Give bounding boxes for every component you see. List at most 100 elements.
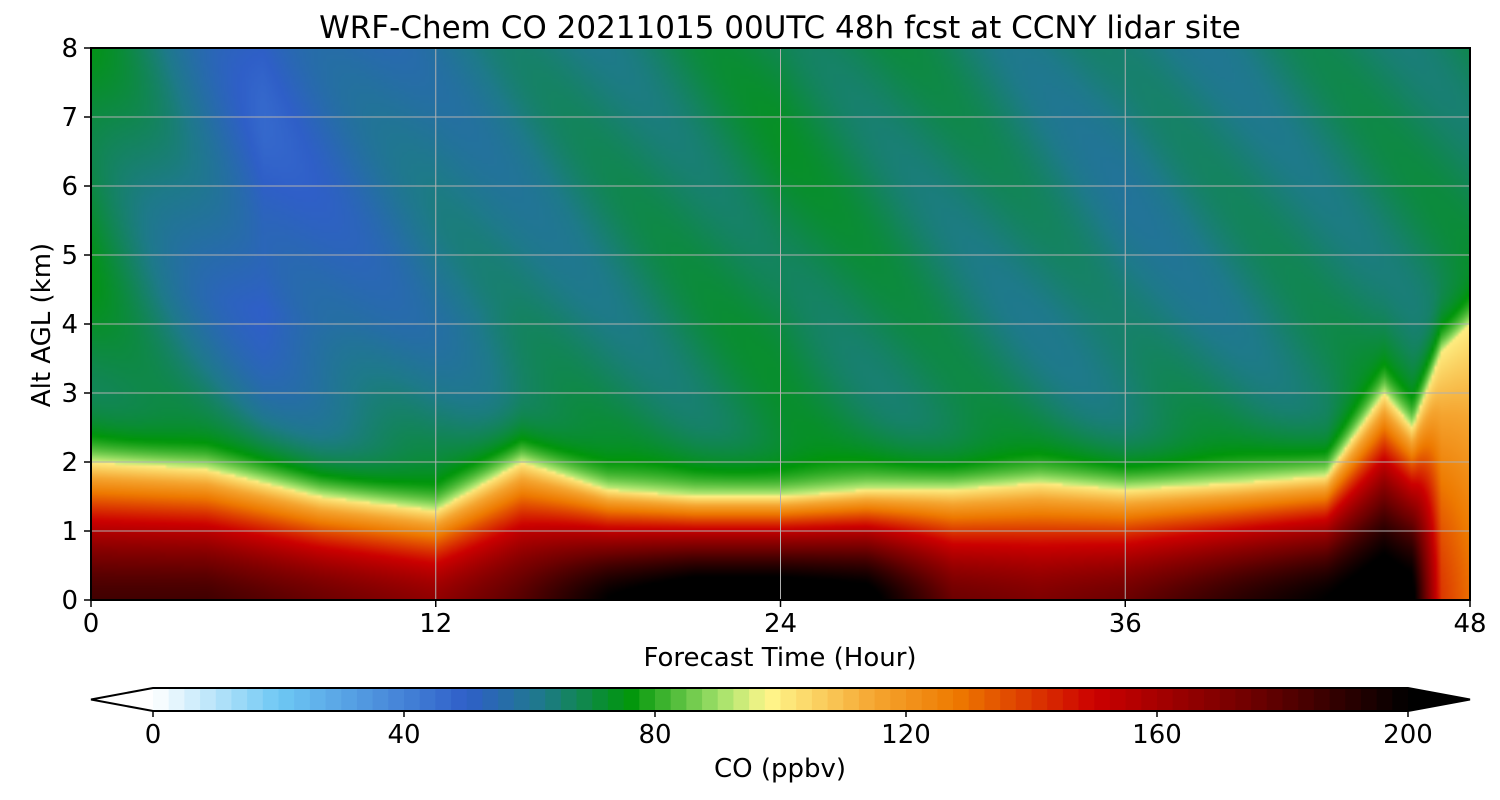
colorbar-segment [1219, 688, 1237, 711]
colorbar-segment [1109, 688, 1127, 711]
colorbar-segment [921, 688, 938, 711]
colorbar-segment [419, 688, 436, 711]
colorbar-segment [1000, 688, 1017, 711]
colorbar-segment [655, 688, 672, 711]
colorbar-segment [404, 688, 421, 711]
colorbar [90, 687, 1471, 712]
colorbar-segment [1094, 688, 1111, 711]
colorbar-segment [1015, 688, 1033, 711]
colorbar-segment [372, 688, 389, 711]
colorbar-label: CO (ppbv) [714, 754, 846, 784]
colorbar-segment [733, 688, 750, 711]
colorbar-segment [388, 688, 405, 711]
colorbar-segment [262, 688, 280, 711]
colorbar-segment [513, 688, 531, 711]
colorbar-segment [858, 688, 876, 711]
colorbar-segment [200, 688, 217, 711]
x-axis-label: Forecast Time (Hour) [643, 643, 916, 673]
colorbar-segment [639, 688, 656, 711]
x-axis: 0 12 24 36 48 [83, 600, 1487, 639]
colorbar-segment [1062, 688, 1080, 711]
colorbar-segment [1141, 688, 1158, 711]
colorbar-segment [717, 688, 735, 711]
y-tick-label: 1 [61, 517, 78, 547]
colorbar-tick-label: 0 [145, 720, 162, 750]
colorbar-segment [309, 688, 327, 711]
y-tick-label: 5 [61, 241, 78, 271]
colorbar-segment [278, 688, 295, 711]
colorbar-segment [1345, 688, 1362, 711]
colorbar-tick-label: 40 [387, 720, 420, 750]
colorbar-segment [325, 688, 342, 711]
colorbar-segment [451, 688, 468, 711]
colorbar-segment [215, 688, 233, 711]
colorbar-tick-label: 160 [1132, 720, 1182, 750]
colorbar-segment [670, 688, 687, 711]
colorbar-segment [560, 688, 578, 711]
colorbar-segment [435, 688, 452, 711]
colorbar-segment [294, 688, 311, 711]
colorbar-segment [906, 688, 923, 711]
colorbar-segment [1172, 688, 1189, 711]
x-tick-label: 48 [1453, 609, 1486, 639]
colorbar-segment [749, 688, 766, 711]
colorbar-segment [607, 688, 625, 711]
colorbar-segment [498, 688, 515, 711]
chart-title: WRF-Chem CO 20211015 00UTC 48h fcst at C… [319, 10, 1241, 46]
colorbar-segment [231, 688, 248, 711]
colorbar-segment [764, 688, 782, 711]
colorbar-segment [843, 688, 860, 711]
colorbar-segment [780, 688, 797, 711]
colorbar-segment [529, 688, 546, 711]
colorbar-extend-low [91, 688, 153, 711]
colorbar-segment [937, 688, 954, 711]
colorbar-segment [890, 688, 907, 711]
y-tick-label: 2 [61, 448, 78, 478]
y-axis-label: Alt AGL (km) [27, 243, 57, 407]
y-tick-label: 3 [61, 379, 78, 409]
y-tick-label: 8 [61, 34, 78, 64]
colorbar-segment [482, 688, 499, 711]
x-tick-label: 0 [83, 609, 100, 639]
colorbar-ticks: 0 40 80 120 160 200 [145, 711, 1433, 750]
colorbar-segment [184, 688, 201, 711]
colorbar-tick-label: 120 [881, 720, 931, 750]
colorbar-segment [686, 688, 703, 711]
colorbar-segment [1266, 688, 1284, 711]
colorbar-segment [796, 688, 813, 711]
colorbar-segment [466, 688, 484, 711]
colorbar-segment [811, 688, 829, 711]
colorbar-segment [545, 688, 562, 711]
colorbar-segment [1047, 688, 1064, 711]
colorbar-segment [874, 688, 891, 711]
plot-area [90, 47, 1471, 601]
colorbar-segment [1313, 688, 1331, 711]
colorbar-segment [168, 688, 185, 711]
colorbar-segment [1031, 688, 1048, 711]
colorbar-tick-label: 200 [1383, 720, 1433, 750]
colorbar-segment [1329, 688, 1346, 711]
colorbar-segment [1078, 688, 1095, 711]
colorbar-segment [623, 688, 640, 711]
colorbar-segment [1392, 688, 1409, 711]
colorbar-segment [953, 688, 970, 711]
colorbar-segment [1125, 688, 1142, 711]
colorbar-segment [1157, 688, 1174, 711]
colorbar-segment [1360, 688, 1378, 711]
colorbar-extend-high [1408, 688, 1470, 711]
colorbar-tick-label: 80 [638, 720, 671, 750]
colorbar-segment [247, 688, 264, 711]
y-tick-label: 0 [61, 586, 78, 616]
y-axis: 0 1 2 3 4 5 6 7 8 [61, 34, 91, 616]
colorbar-segment [968, 688, 986, 711]
x-tick-label: 24 [764, 609, 797, 639]
y-tick-label: 6 [61, 172, 78, 202]
colorbar-segment [153, 688, 170, 711]
colorbar-segment [1204, 688, 1221, 711]
colorbar-segment [827, 688, 844, 711]
colorbar-segment [1235, 688, 1252, 711]
x-tick-label: 36 [1109, 609, 1142, 639]
colorbar-segment [702, 688, 719, 711]
